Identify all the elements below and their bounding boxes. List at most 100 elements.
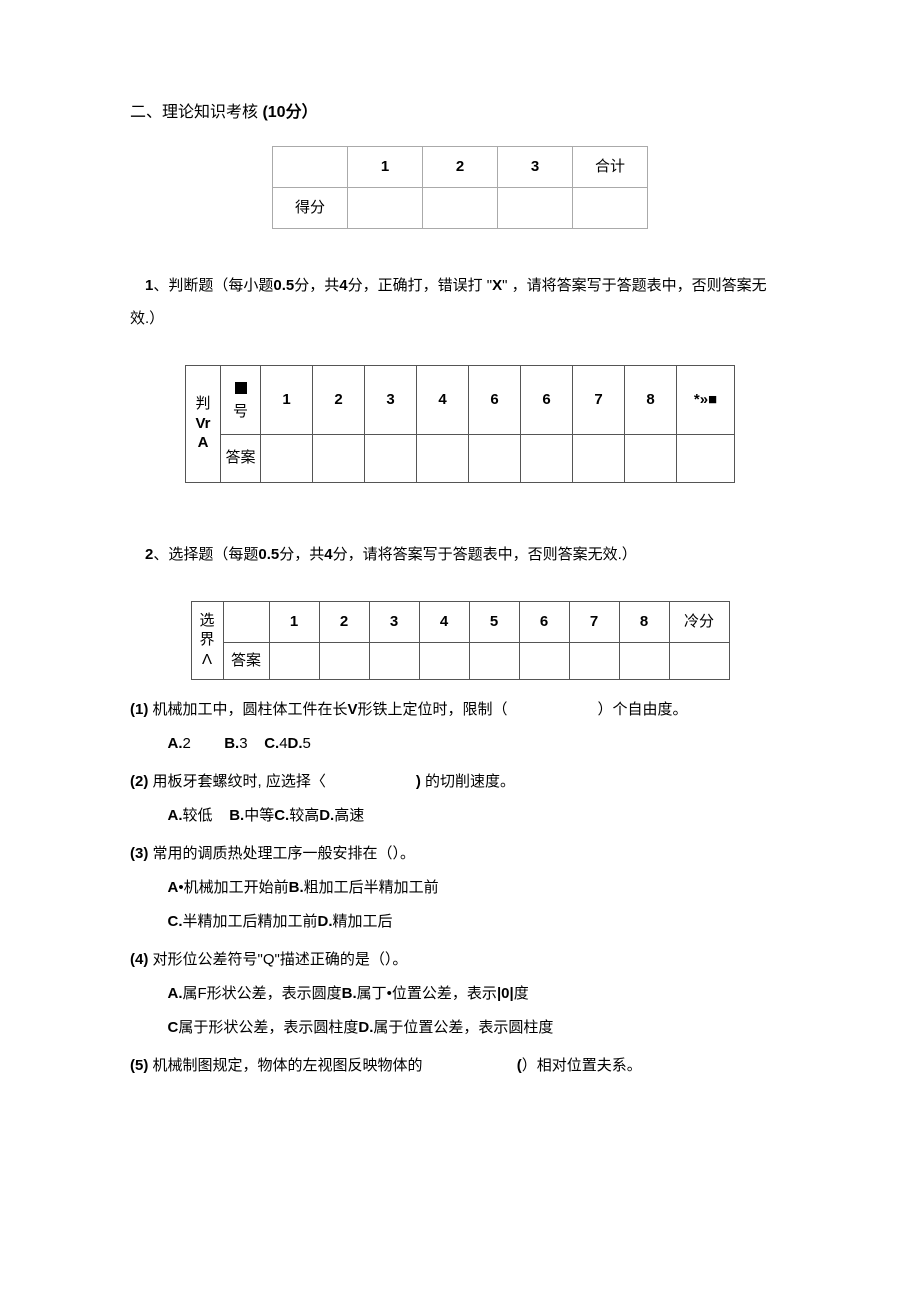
option-prefix: C.: [168, 913, 183, 930]
score-val-total: [573, 187, 648, 228]
option-text: 半精加工后精加工前: [183, 913, 318, 930]
question-options-row: A•机械加工开始前B.粗加工后半精加工前: [168, 876, 791, 900]
judge-t3: 分，正确打，错误打 ": [348, 277, 493, 294]
option-text: 2: [183, 735, 191, 752]
title-points: (10分）: [262, 104, 317, 121]
score-value-row: 得分: [273, 187, 648, 228]
question-body: 用板牙套螺纹时, 应选择〈: [148, 773, 326, 790]
question-bold: V: [348, 701, 358, 718]
judge-answer-row: 答案: [186, 434, 735, 482]
option-text: 度: [514, 985, 529, 1002]
judge-a5: [469, 434, 521, 482]
option-spacer: [191, 735, 224, 752]
option-prefix: A.: [168, 735, 183, 752]
choice-n1: 1: [269, 601, 319, 642]
title-prefix: 二、理论知识考核: [130, 104, 262, 121]
section-title: 二、理论知识考核 (10分）: [130, 100, 790, 126]
option-text: 精加工后: [333, 913, 393, 930]
option-prefix: |0|: [497, 985, 514, 1002]
judge-p2: 4: [339, 277, 347, 294]
score-total-label: 合计: [573, 146, 648, 187]
judge-header-row: 判 Vr A 号 1 2 3 4 6 6 7 8 *»■: [186, 365, 735, 434]
choice-answer-row: 答案: [191, 642, 729, 679]
option-text: 3: [239, 735, 247, 752]
option-prefix: A: [168, 879, 179, 896]
option-text: 属F形状公差，表示圆度: [183, 985, 342, 1002]
judge-t1: 、判断题（每小题: [153, 277, 273, 294]
option-prefix: D.: [288, 735, 303, 752]
choice-t1: 、选择题（每题: [153, 546, 258, 563]
judge-sub-top: 号: [221, 365, 261, 434]
question-text: (1) 机械加工中，圆柱体工件在长V形铁上定位时，限制（）个自由度。: [130, 698, 790, 722]
choice-rl2: Λ: [202, 651, 212, 668]
choice-n3: 3: [369, 601, 419, 642]
option-prefix: B.: [342, 985, 357, 1002]
question-options: A.2 B.3 C.4D.5: [168, 732, 791, 756]
option-text: 属于位置公差，表示圆柱度: [373, 1019, 553, 1036]
question-text: (3) 常用的调质热处理工序一般安排在（）。: [130, 842, 790, 866]
question-body: 对形位公差符号"Q"描述正确的是（）。: [148, 951, 407, 968]
question-2: (2) 用板牙套螺纹时, 应选择〈) 的切削速度。 A.较低 B.中等C.较高D.…: [130, 770, 790, 828]
option-text: 4: [279, 735, 287, 752]
question-4: (4) 对形位公差符号"Q"描述正确的是（）。A.属F形状公差，表示圆度B.属丁…: [130, 948, 790, 1040]
judge-t2: 分，共: [294, 277, 339, 294]
option-prefix: D.: [358, 1019, 373, 1036]
judge-a4: [417, 434, 469, 482]
question-text: (5) 机械制图规定，物体的左视图反映物体的 (）相对位置夫系。: [130, 1054, 790, 1078]
question-options-row: C.半精加工后精加工前D.精加工后: [168, 910, 791, 934]
judge-a8: [625, 434, 677, 482]
option-text: 较低: [183, 807, 213, 824]
option-text: 5: [303, 735, 311, 752]
judge-n6: 6: [521, 365, 573, 434]
option-text: 粗加工后半精加工前: [304, 879, 439, 896]
option-text: 中等: [244, 807, 274, 824]
judge-sub-top-txt: 号: [233, 403, 248, 420]
option-text: 属于形状公差，表示圆柱度: [178, 1019, 358, 1036]
choice-a6: [519, 642, 569, 679]
judge-sub-bottom: 答案: [221, 434, 261, 482]
question-5: (5) 机械制图规定，物体的左视图反映物体的 (）相对位置夫系。: [130, 1054, 790, 1078]
option-prefix: A.: [168, 985, 183, 1002]
score-header-row: 1 2 3 合计: [273, 146, 648, 187]
judge-n8: 8: [625, 365, 677, 434]
choice-a-last: [669, 642, 729, 679]
option-prefix: B.: [224, 735, 239, 752]
choice-n5: 5: [469, 601, 519, 642]
choice-instruction: 2、选择题（每题0.5分，共4分，请将答案写于答题表中，否则答案无效.）: [130, 538, 790, 571]
choice-t2: 分，共: [279, 546, 324, 563]
choice-last: 冷分: [669, 601, 729, 642]
question-number: (5): [130, 1057, 148, 1074]
judge-p1: 0.5: [273, 277, 294, 294]
question-body: 常用的调质热处理工序一般安排在（）。: [148, 845, 415, 862]
question-options: A.较低 B.中等C.较高D.高速: [168, 804, 791, 828]
option-text: 较高: [289, 807, 319, 824]
score-col-3: 3: [498, 146, 573, 187]
choice-a3: [369, 642, 419, 679]
judge-rowlabel: 判 Vr A: [186, 365, 221, 482]
question-text: (2) 用板牙套螺纹时, 应选择〈) 的切削速度。: [130, 770, 790, 794]
score-row-label: 得分: [273, 187, 348, 228]
choice-a7: [569, 642, 619, 679]
judge-instruction: 1、判断题（每小题0.5分，共4分，正确打，错误打 "X" ，请将答案写于答题表…: [130, 269, 790, 335]
choice-rowlabel: 选界 Λ: [191, 601, 223, 679]
judge-mark: X: [492, 277, 502, 294]
question-number: (3): [130, 845, 148, 862]
option-prefix: C: [168, 1019, 179, 1036]
square-icon: [235, 382, 247, 394]
question-body: 机械加工中，圆柱体工件在长: [148, 701, 347, 718]
judge-n3: 3: [365, 365, 417, 434]
option-prefix: B.: [289, 879, 304, 896]
choice-sub-top: [223, 601, 269, 642]
option-prefix: C.: [274, 807, 289, 824]
question-tail: 的切削速度。: [421, 773, 515, 790]
choice-header-row: 选界 Λ 1 2 3 4 5 6 7 8 冷分: [191, 601, 729, 642]
option-prefix: D.: [318, 913, 333, 930]
question-options-row: C属于形状公差，表示圆柱度D.属于位置公差，表示圆柱度: [168, 1016, 791, 1040]
question-1: (1) 机械加工中，圆柱体工件在长V形铁上定位时，限制（）个自由度。 A.2 B.…: [130, 698, 790, 756]
choice-n8: 8: [619, 601, 669, 642]
option-prefix: A.: [168, 807, 183, 824]
choice-p1: 0.5: [258, 546, 279, 563]
option-prefix: D.: [319, 807, 334, 824]
judge-n5: 6: [469, 365, 521, 434]
choice-sub-bottom: 答案: [223, 642, 269, 679]
